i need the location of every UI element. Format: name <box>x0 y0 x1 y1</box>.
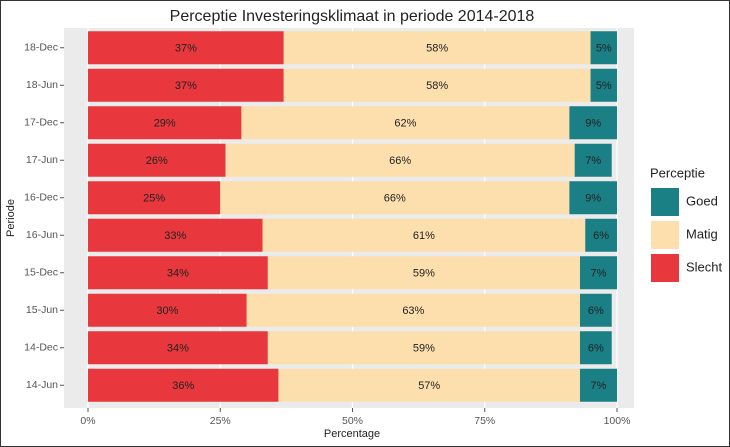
legend-swatch <box>651 221 679 249</box>
legend-title: Perceptie <box>650 165 705 180</box>
y-tick-label: 15-Jun <box>26 304 58 316</box>
bar-segment <box>574 143 612 177</box>
data-label: 25% <box>143 193 165 205</box>
chart-title: Perceptie Investeringsklimaat in periode… <box>170 8 535 25</box>
bar-segment <box>241 106 570 140</box>
legend-label: Slecht <box>686 259 723 274</box>
data-label: 33% <box>164 230 186 242</box>
bar-segment <box>283 68 591 102</box>
y-tick-label: 14-Jun <box>26 379 58 391</box>
bar-segment <box>267 331 580 365</box>
data-label: 7% <box>591 268 607 280</box>
data-label: 59% <box>413 343 435 355</box>
bar-segment <box>278 368 580 402</box>
x-tick-label: 50% <box>342 415 363 427</box>
data-label: 66% <box>384 193 406 205</box>
data-label: 57% <box>418 380 440 392</box>
bar-segment <box>88 331 268 365</box>
y-tick-label: 17-Dec <box>24 117 58 129</box>
data-label: 59% <box>413 268 435 280</box>
data-label: 7% <box>585 155 601 167</box>
y-tick-label: 14-Dec <box>24 342 58 354</box>
legend-label: Matig <box>686 226 718 241</box>
bar-segment <box>569 181 617 215</box>
bar-segment <box>579 331 612 365</box>
bar-segment <box>225 143 575 177</box>
data-label: 7% <box>591 380 607 392</box>
data-label: 6% <box>588 343 604 355</box>
bar-segment <box>88 106 242 140</box>
data-label: 61% <box>413 230 435 242</box>
data-label: 5% <box>596 43 612 55</box>
data-label: 63% <box>402 305 424 317</box>
x-tick-label: 0% <box>80 415 95 427</box>
legend-swatch <box>651 188 679 216</box>
legend-swatch <box>651 254 679 282</box>
data-label: 26% <box>146 155 168 167</box>
bar-segment <box>579 293 612 327</box>
bar-segment <box>88 68 284 102</box>
y-tick-label: 17-Jun <box>26 154 58 166</box>
data-label: 34% <box>167 268 189 280</box>
data-label: 30% <box>156 305 178 317</box>
data-label: 37% <box>175 80 197 92</box>
bar-segment <box>88 181 221 215</box>
bar-segment <box>579 368 617 402</box>
data-label: 58% <box>426 43 448 55</box>
bar-segment <box>88 368 279 402</box>
y-axis-label: Periode <box>5 199 17 237</box>
bar-segment <box>267 256 580 290</box>
bar-segment <box>246 293 580 327</box>
x-tick-label: 25% <box>210 415 231 427</box>
bar-segment <box>262 218 586 252</box>
bar-segment <box>88 293 247 327</box>
y-tick-label: 18-Jun <box>26 79 58 91</box>
bar-segment <box>590 68 617 102</box>
bar-segment <box>88 143 226 177</box>
data-label: 6% <box>588 305 604 317</box>
bar-segment <box>88 256 268 290</box>
data-label: 9% <box>585 118 601 130</box>
bar-segment <box>283 31 591 65</box>
bar-segment <box>569 106 617 140</box>
data-label: 66% <box>389 155 411 167</box>
bar-segment <box>579 256 617 290</box>
data-label: 29% <box>154 118 176 130</box>
data-label: 5% <box>596 80 612 92</box>
x-tick-label: 75% <box>474 415 495 427</box>
y-tick-label: 15-Dec <box>24 267 58 279</box>
data-label: 37% <box>175 43 197 55</box>
y-tick-label: 16-Dec <box>24 192 58 204</box>
data-label: 6% <box>593 230 609 242</box>
data-label: 58% <box>426 80 448 92</box>
x-axis-label: Percentage <box>324 428 380 440</box>
legend-label: Goed <box>686 193 718 208</box>
data-label: 62% <box>394 118 416 130</box>
bar-segment <box>585 218 617 252</box>
data-label: 34% <box>167 343 189 355</box>
y-tick-label: 18-Dec <box>24 42 58 54</box>
x-tick-label: 100% <box>604 415 631 427</box>
data-label: 36% <box>172 380 194 392</box>
bar-segment <box>590 31 617 65</box>
data-label: 9% <box>585 193 601 205</box>
y-tick-label: 16-Jun <box>26 229 58 241</box>
bar-segment <box>220 181 570 215</box>
bar-segment <box>88 218 263 252</box>
bar-segment <box>88 31 284 65</box>
